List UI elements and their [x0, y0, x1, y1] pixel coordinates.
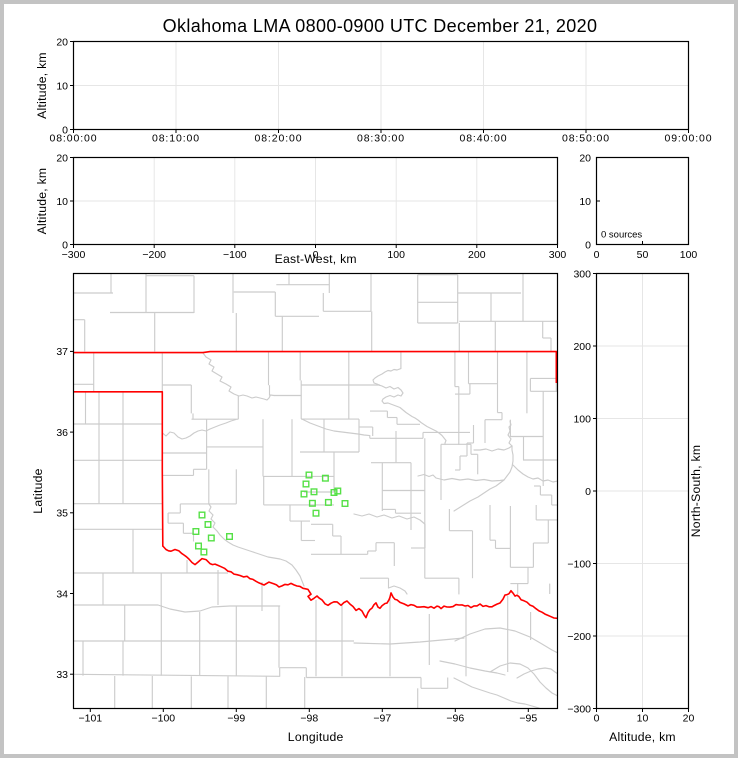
svg-text:Altitude, km: Altitude, km [35, 168, 49, 235]
svg-text:37: 37 [56, 346, 68, 358]
svg-text:33: 33 [56, 669, 68, 681]
svg-text:−99: −99 [227, 713, 245, 725]
svg-text:50: 50 [637, 249, 649, 261]
svg-text:08:50:00: 08:50:00 [562, 133, 610, 145]
svg-text:09:00:00: 09:00:00 [664, 133, 712, 145]
svg-text:34: 34 [56, 588, 68, 600]
svg-text:−97: −97 [373, 713, 391, 725]
svg-text:20: 20 [56, 152, 68, 164]
svg-text:East-West, km: East-West, km [275, 252, 357, 266]
svg-text:Latitude: Latitude [31, 468, 45, 513]
svg-text:0: 0 [585, 239, 591, 251]
svg-text:20: 20 [683, 713, 695, 725]
svg-text:Altitude, km: Altitude, km [609, 730, 676, 744]
svg-text:300: 300 [549, 249, 567, 261]
svg-text:08:10:00: 08:10:00 [152, 133, 200, 145]
svg-text:08:40:00: 08:40:00 [459, 133, 507, 145]
svg-text:0: 0 [594, 249, 600, 261]
svg-text:−200: −200 [142, 249, 166, 261]
svg-text:20: 20 [56, 36, 68, 48]
svg-text:35: 35 [56, 508, 68, 520]
svg-text:100: 100 [573, 413, 591, 425]
svg-text:−300: −300 [62, 249, 86, 261]
svg-text:0: 0 [594, 713, 600, 725]
svg-text:−200: −200 [567, 631, 591, 643]
svg-text:0: 0 [313, 249, 319, 261]
svg-text:Oklahoma LMA 0800-0900 UTC Dec: Oklahoma LMA 0800-0900 UTC December 21, … [163, 16, 598, 36]
svg-text:08:20:00: 08:20:00 [254, 133, 302, 145]
svg-text:10: 10 [579, 196, 591, 208]
svg-text:08:00:00: 08:00:00 [49, 133, 97, 145]
svg-text:08:30:00: 08:30:00 [357, 133, 405, 145]
svg-text:−100: −100 [567, 558, 591, 570]
svg-text:Longitude: Longitude [288, 730, 344, 744]
svg-text:−100: −100 [151, 713, 175, 725]
svg-text:North-South, km: North-South, km [689, 445, 703, 537]
svg-text:10: 10 [56, 196, 68, 208]
svg-text:36: 36 [56, 427, 68, 439]
svg-text:−100: −100 [223, 249, 247, 261]
svg-text:200: 200 [468, 249, 486, 261]
svg-text:200: 200 [573, 341, 591, 353]
svg-text:0: 0 [62, 124, 68, 136]
svg-text:10: 10 [56, 80, 68, 92]
svg-text:−96: −96 [446, 713, 464, 725]
svg-text:10: 10 [637, 713, 649, 725]
svg-text:20: 20 [579, 152, 591, 164]
svg-text:100: 100 [387, 249, 405, 261]
svg-text:0 sources: 0 sources [601, 230, 642, 241]
svg-text:100: 100 [680, 249, 698, 261]
svg-text:0: 0 [585, 486, 591, 498]
svg-text:Altitude, km: Altitude, km [35, 52, 49, 119]
svg-text:−95: −95 [519, 713, 537, 725]
svg-text:−101: −101 [78, 713, 102, 725]
svg-text:300: 300 [573, 268, 591, 280]
svg-text:0: 0 [62, 239, 68, 251]
svg-text:−98: −98 [300, 713, 318, 725]
svg-text:−300: −300 [567, 703, 591, 715]
